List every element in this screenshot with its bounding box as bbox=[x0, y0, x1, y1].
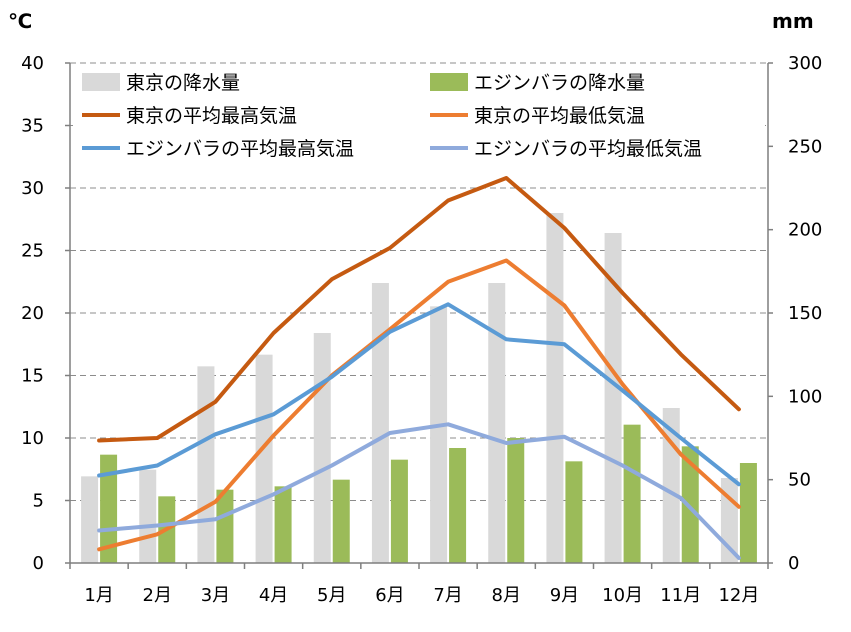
x-tick-label: 3月 bbox=[201, 585, 230, 606]
bar-tokyo-precip bbox=[81, 476, 99, 563]
x-tick-label: 10月 bbox=[602, 585, 643, 606]
right-tick-label: 300 bbox=[788, 53, 822, 74]
right-tick-label: 250 bbox=[788, 136, 822, 157]
bar-tokyo-precip bbox=[546, 213, 564, 563]
bar-edinburgh-precip bbox=[332, 479, 350, 563]
left-tick-label: 20 bbox=[21, 303, 44, 324]
x-tick-label: 9月 bbox=[550, 585, 579, 606]
axes bbox=[65, 62, 773, 569]
bar-tokyo-precip bbox=[430, 306, 448, 563]
bar-tokyo-precip bbox=[255, 354, 273, 563]
x-tick-label: 12月 bbox=[718, 585, 759, 606]
bar-edinburgh-precip bbox=[100, 454, 118, 563]
x-tick-label: 4月 bbox=[259, 585, 288, 606]
legend-swatch bbox=[82, 73, 120, 91]
x-tick-label: 7月 bbox=[433, 585, 462, 606]
line-edinburgh-min bbox=[97, 422, 741, 560]
left-axis-unit: ℃ bbox=[8, 9, 32, 33]
left-tick-label: 25 bbox=[21, 241, 44, 262]
left-tick-label: 0 bbox=[33, 553, 44, 574]
bar-edinburgh-precip bbox=[390, 459, 408, 563]
bar-tokyo-precip bbox=[371, 283, 389, 563]
legend-label: エジンバラの平均最高気温 bbox=[126, 138, 354, 160]
x-tick-label: 6月 bbox=[375, 585, 404, 606]
left-tick-label: 30 bbox=[21, 178, 44, 199]
right-tick-label: 100 bbox=[788, 386, 822, 407]
x-tick-label: 1月 bbox=[84, 585, 113, 606]
right-axis-unit: mm bbox=[772, 9, 814, 33]
bar-tokyo-precip bbox=[604, 233, 622, 563]
bar-tokyo-precip bbox=[488, 283, 506, 563]
tick-labels: 0 5 10 15 20 25 30 35 40 0 50 100 150 200 250 300 1月 2月 3月… bbox=[21, 53, 822, 606]
x-tick-label: 8月 bbox=[492, 585, 521, 606]
bar-edinburgh-precip bbox=[507, 438, 525, 563]
right-tick-label: 150 bbox=[788, 303, 822, 324]
bar-edinburgh-precip bbox=[274, 486, 292, 563]
bar-edinburgh-precip bbox=[216, 489, 234, 563]
legend-label: 東京の降水量 bbox=[126, 72, 240, 94]
lines bbox=[97, 176, 741, 560]
left-tick-label: 10 bbox=[21, 428, 44, 449]
line-edinburgh-max bbox=[97, 302, 741, 487]
x-tick-label: 5月 bbox=[317, 585, 346, 606]
right-tick-label: 50 bbox=[788, 470, 811, 491]
bar-tokyo-precip bbox=[139, 469, 157, 563]
left-tick-label: 40 bbox=[21, 53, 44, 74]
bar-edinburgh-precip bbox=[681, 446, 699, 563]
left-tick-label: 5 bbox=[33, 491, 44, 512]
legend-label: 東京の平均最高気温 bbox=[126, 105, 297, 127]
legend-label: エジンバラの平均最低気温 bbox=[474, 138, 702, 160]
bar-edinburgh-precip bbox=[449, 448, 467, 563]
bar-tokyo-precip bbox=[313, 333, 331, 563]
bar-edinburgh-precip bbox=[739, 463, 757, 563]
x-tick-label: 2月 bbox=[143, 585, 172, 606]
left-tick-label: 15 bbox=[21, 366, 44, 387]
bar-edinburgh-precip bbox=[565, 461, 583, 563]
right-tick-label: 200 bbox=[788, 220, 822, 241]
left-tick-label: 35 bbox=[21, 116, 44, 137]
x-tick-label: 11月 bbox=[660, 585, 701, 606]
bar-edinburgh-precip bbox=[623, 424, 641, 563]
legend-swatch bbox=[430, 73, 468, 91]
right-tick-label: 0 bbox=[788, 553, 799, 574]
bar-tokyo-precip bbox=[197, 366, 215, 563]
legend-label: 東京の平均最低気温 bbox=[474, 105, 645, 127]
line-tokyo-max bbox=[97, 176, 741, 443]
bars bbox=[81, 213, 757, 563]
legend-label: エジンバラの降水量 bbox=[474, 72, 645, 94]
legend-background bbox=[73, 66, 765, 170]
